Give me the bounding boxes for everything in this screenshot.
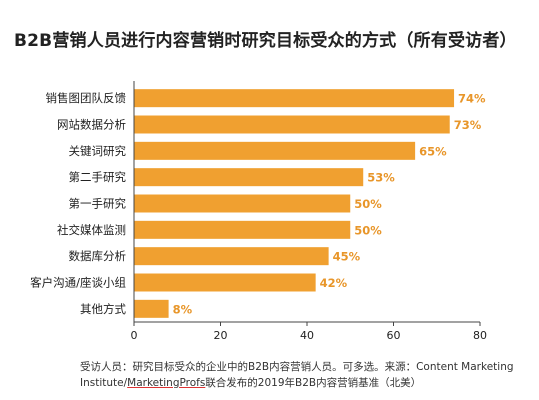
- category-label-5: 社交媒体监测: [57, 223, 126, 237]
- bar-2: [134, 141, 416, 160]
- x-tick-label-1: 20: [214, 329, 228, 342]
- value-label-4: 50%: [354, 197, 382, 211]
- value-label-0: 74%: [458, 92, 486, 106]
- value-label-2: 65%: [419, 144, 447, 158]
- value-label-6: 45%: [333, 250, 361, 264]
- category-label-6: 数据库分析: [69, 249, 127, 263]
- footnote-text-1: 受访人员：研究目标受众的企业中的B2B内容营销人员。可多选。来源：Content…: [80, 361, 514, 389]
- x-tick-label-4: 80: [473, 329, 487, 342]
- value-label-8: 8%: [173, 302, 193, 316]
- category-label-4: 第一手研究: [69, 197, 127, 211]
- category-label-8: 其他方式: [80, 302, 126, 316]
- value-label-3: 53%: [367, 171, 395, 185]
- category-label-2: 关键词研究: [69, 144, 127, 158]
- value-label-7: 42%: [320, 276, 348, 290]
- bar-3: [134, 168, 364, 187]
- x-tick-label-0: 0: [131, 329, 138, 342]
- x-tick-label-3: 60: [387, 329, 401, 342]
- category-label-0: 销售图团队反馈: [46, 91, 127, 105]
- value-label-1: 73%: [454, 118, 482, 132]
- bar-5: [134, 220, 351, 239]
- footnote-source-link: MarketingProfs: [127, 377, 206, 389]
- bar-4: [134, 194, 351, 213]
- x-tick-label-2: 40: [300, 329, 314, 342]
- footnote-text-2: 联合发布的2019年B2B内容营销基准（北美）: [205, 377, 422, 389]
- bar-7: [134, 273, 316, 292]
- bar-8: [134, 299, 169, 318]
- category-label-1: 网站数据分析: [57, 118, 126, 132]
- category-label-7: 客户沟通/座谈小组: [30, 276, 126, 290]
- chart-title: B2B营销人员进行内容营销时研究目标受众的方式（所有受访者）: [14, 31, 517, 51]
- bar-1: [134, 115, 450, 134]
- bar-0: [134, 89, 455, 108]
- category-label-3: 第二手研究: [69, 170, 127, 184]
- footnote: 受访人员：研究目标受众的企业中的B2B内容营销人员。可多选。来源：Content…: [80, 359, 520, 391]
- value-label-5: 50%: [354, 223, 382, 237]
- bar-6: [134, 247, 329, 266]
